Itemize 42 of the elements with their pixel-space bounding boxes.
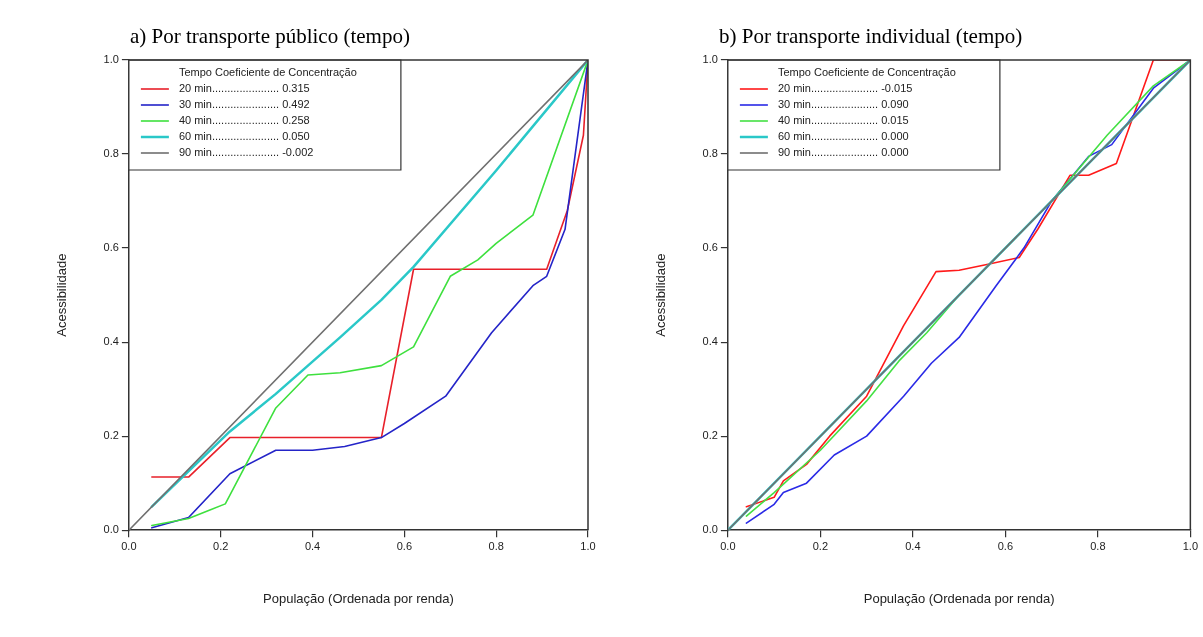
y-tick-label: 0.6 bbox=[103, 241, 119, 254]
x-tick-label: 0.4 bbox=[905, 539, 921, 552]
x-tick-label: 0.2 bbox=[213, 539, 229, 552]
x-tick-label: 0.0 bbox=[121, 539, 137, 552]
y-tick-label: 0.2 bbox=[702, 429, 718, 442]
x-tick-label: 1.0 bbox=[1182, 539, 1198, 552]
x-axis-title: População (Ordenada por renda) bbox=[263, 590, 454, 606]
legend-label: 60 min...................... 0.050 bbox=[178, 130, 310, 143]
x-tick-label: 1.0 bbox=[580, 539, 596, 552]
y-tick-label: 1.0 bbox=[103, 53, 119, 66]
legend-label: 30 min...................... 0.492 bbox=[178, 98, 310, 111]
legend-title: Tempo Coeficiente de Concentração bbox=[777, 66, 956, 79]
legend-label: 20 min...................... 0.315 bbox=[178, 82, 310, 95]
x-tick-label: 0.8 bbox=[488, 539, 504, 552]
y-axis-title: Acessibilidade bbox=[54, 253, 70, 337]
y-tick-label: 1.0 bbox=[702, 53, 718, 66]
x-tick-label: 0.4 bbox=[304, 539, 321, 552]
legend-label: 40 min...................... 0.015 bbox=[777, 114, 909, 127]
legend-label: 60 min...................... 0.000 bbox=[777, 130, 909, 143]
chart-title: b) Por transporte individual (tempo) bbox=[718, 24, 1024, 49]
x-tick-label: 0.2 bbox=[812, 539, 829, 552]
y-axis-title: Acessibilidade bbox=[653, 253, 669, 337]
y-tick-label: 0.0 bbox=[103, 523, 119, 536]
legend-label: 30 min...................... 0.090 bbox=[777, 98, 909, 111]
y-tick-label: 0.8 bbox=[103, 147, 119, 160]
legend-label: 20 min...................... -0.015 bbox=[777, 82, 913, 95]
y-tick-label: 0.2 bbox=[103, 429, 119, 442]
x-tick-label: 0.8 bbox=[1090, 539, 1106, 552]
legend-title: Tempo Coeficiente de Concentração bbox=[178, 66, 357, 79]
y-tick-label: 0.0 bbox=[702, 523, 718, 536]
legend-label: 90 min...................... -0.002 bbox=[178, 146, 314, 159]
legend-label: 40 min...................... 0.258 bbox=[178, 114, 310, 127]
legend-label: 90 min...................... 0.000 bbox=[777, 146, 909, 159]
x-tick-label: 0.6 bbox=[396, 539, 413, 552]
x-axis-title: População (Ordenada por renda) bbox=[863, 590, 1055, 606]
y-tick-label: 0.4 bbox=[103, 335, 119, 348]
y-tick-label: 0.6 bbox=[702, 241, 718, 254]
y-tick-label: 0.8 bbox=[702, 147, 718, 160]
y-tick-label: 0.4 bbox=[702, 335, 718, 348]
chart-title: a) Por transporte público (tempo) bbox=[130, 24, 410, 48]
x-tick-label: 0.6 bbox=[997, 539, 1014, 552]
x-tick-label: 0.0 bbox=[720, 539, 736, 552]
